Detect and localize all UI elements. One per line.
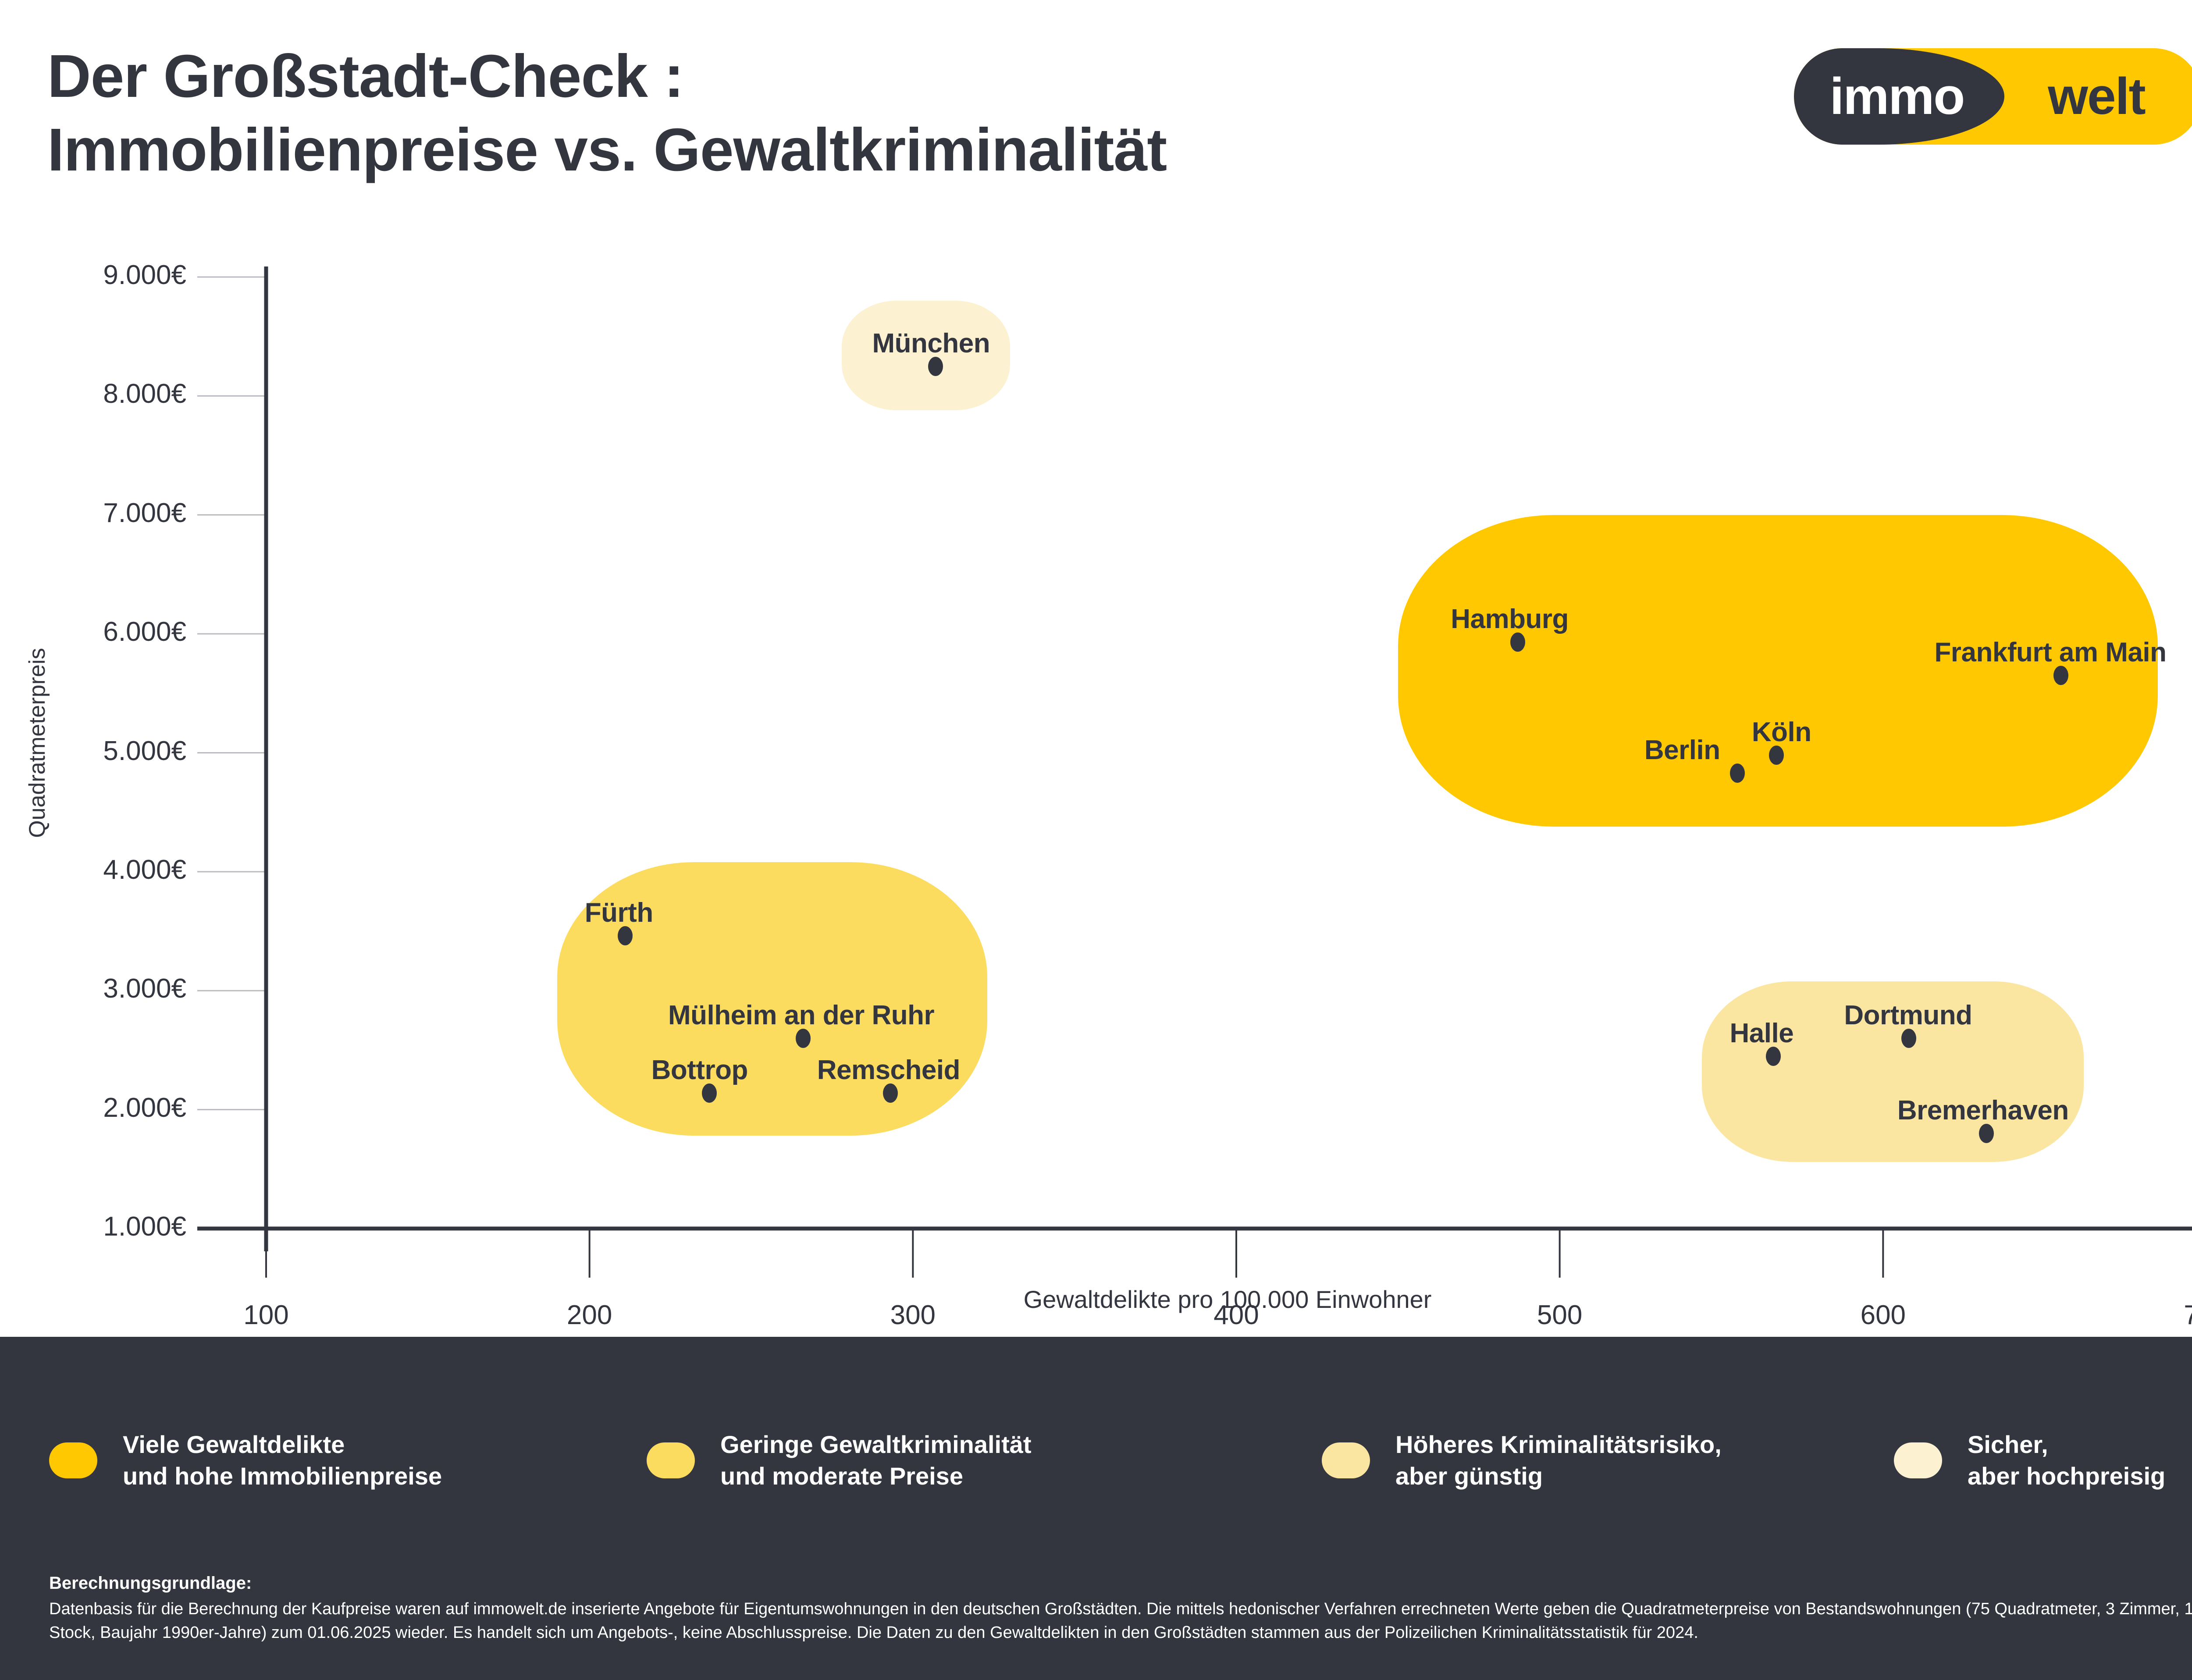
y-tick-label: 7.000€: [103, 497, 186, 528]
axis-ticks: [265, 1229, 1884, 1278]
legend-swatch: [1322, 1442, 1370, 1478]
data-point-dot[interactable]: [617, 926, 633, 946]
page-header: Der Großstadt-Check : Immobilienpreise v…: [0, 0, 2192, 245]
x-tick-label: 100: [243, 1300, 289, 1330]
gridlines: [197, 276, 266, 1229]
legend-item-3: Sicher, aber hochpreisig: [1894, 1429, 2165, 1492]
y-tick-label: 3.000€: [103, 973, 186, 1004]
data-point-dot[interactable]: [701, 1083, 717, 1103]
y-tick-label: 1.000€: [103, 1211, 186, 1242]
data-point-dot[interactable]: [1901, 1028, 1917, 1048]
legend-swatch: [1894, 1442, 1942, 1478]
page-title: Der Großstadt-Check : Immobilienpreise v…: [47, 43, 1167, 184]
footer-body: Datenbasis für die Berechnung der Kaufpr…: [49, 1600, 2192, 1642]
legend-label: Geringe Gewaltkriminalität und moderate …: [720, 1431, 1032, 1490]
data-point-label: Berlin: [1644, 735, 1720, 765]
cluster-blob-hoeheres_guenstig: [1702, 981, 2084, 1162]
data-point-label: Hamburg: [1451, 604, 1569, 635]
data-point-label: Frankfurt am Main: [1934, 637, 2167, 668]
footer-note: Berechnungsgrundlage: Datenbasis für die…: [49, 1573, 2192, 1645]
x-tick-label: 300: [890, 1300, 936, 1330]
data-point-dot[interactable]: [2053, 666, 2069, 685]
x-tick-label: 700: [2184, 1300, 2192, 1330]
y-tick-label: 9.000€: [103, 260, 186, 290]
cluster-blob-viele_hohe: [1398, 515, 2158, 827]
legend-label: Sicher, aber hochpreisig: [1968, 1431, 2166, 1490]
legend-item-2: Höheres Kriminalitätsrisiko, aber günsti…: [1322, 1429, 1722, 1492]
y-tick-label: 2.000€: [103, 1092, 186, 1123]
logo-immo-text: immo: [1794, 48, 2004, 145]
scatter-plot: Quadratmeterpreis Gewaltdelikte pro 100.…: [0, 245, 2192, 1337]
x-tick-label: 400: [1213, 1300, 1259, 1330]
data-point-dot[interactable]: [928, 356, 943, 376]
y-tick-label: 5.000€: [103, 735, 186, 766]
data-point-dot[interactable]: [1979, 1123, 1994, 1143]
data-point-dot[interactable]: [1510, 632, 1525, 652]
data-point-label: Fürth: [584, 898, 653, 928]
data-point-label: Mülheim an der Ruhr: [668, 1000, 935, 1030]
legend-item-0: Viele Gewaltdelikte und hohe Immobilienp…: [49, 1429, 442, 1492]
data-point-label: Remscheid: [817, 1055, 961, 1085]
data-point-label: Köln: [1751, 717, 1811, 747]
data-point-dot[interactable]: [795, 1028, 811, 1048]
data-point-label: Bremerhaven: [1897, 1095, 2069, 1126]
y-tick-label: 6.000€: [103, 617, 186, 647]
cluster-blob-geringe_moderate: [557, 862, 987, 1136]
legend-swatch: [647, 1442, 695, 1478]
data-point-dot[interactable]: [1765, 1046, 1781, 1066]
legend-bar: Viele Gewaltdelikte und hohe Immobilienp…: [0, 1337, 2192, 1680]
data-point-label: Bottrop: [651, 1055, 748, 1085]
x-tick-label: 500: [1537, 1300, 1583, 1330]
legend-item-1: Geringe Gewaltkriminalität und moderate …: [647, 1429, 1032, 1492]
logo-welt-text: welt: [2048, 67, 2146, 125]
data-point-label: München: [872, 328, 990, 359]
data-point-dot[interactable]: [1769, 745, 1784, 765]
data-point-label: Dortmund: [1844, 1000, 1972, 1030]
y-tick-label: 4.000€: [103, 854, 186, 885]
data-point-label: Halle: [1729, 1018, 1794, 1048]
x-tick-label: 600: [1860, 1300, 1906, 1330]
plot-canvas: [197, 266, 2192, 1278]
data-point-dot[interactable]: [882, 1083, 898, 1103]
legend-label: Höheres Kriminalitätsrisiko, aber günsti…: [1395, 1431, 1722, 1490]
immowelt-logo: immo welt: [1794, 48, 2192, 145]
legend-swatch: [49, 1442, 97, 1478]
x-tick-label: 200: [566, 1300, 612, 1330]
cluster-blob-sicher_hochpreisig: [842, 301, 1010, 410]
y-tick-label: 8.000€: [103, 379, 186, 409]
footer-title: Berechnungsgrundlage:: [49, 1573, 252, 1593]
data-point-dot[interactable]: [1730, 763, 1745, 783]
x-axis-title: Gewaltdelikte pro 100.000 Einwohner: [1023, 1286, 1432, 1313]
legend-label: Viele Gewaltdelikte und hohe Immobilienp…: [123, 1431, 442, 1490]
